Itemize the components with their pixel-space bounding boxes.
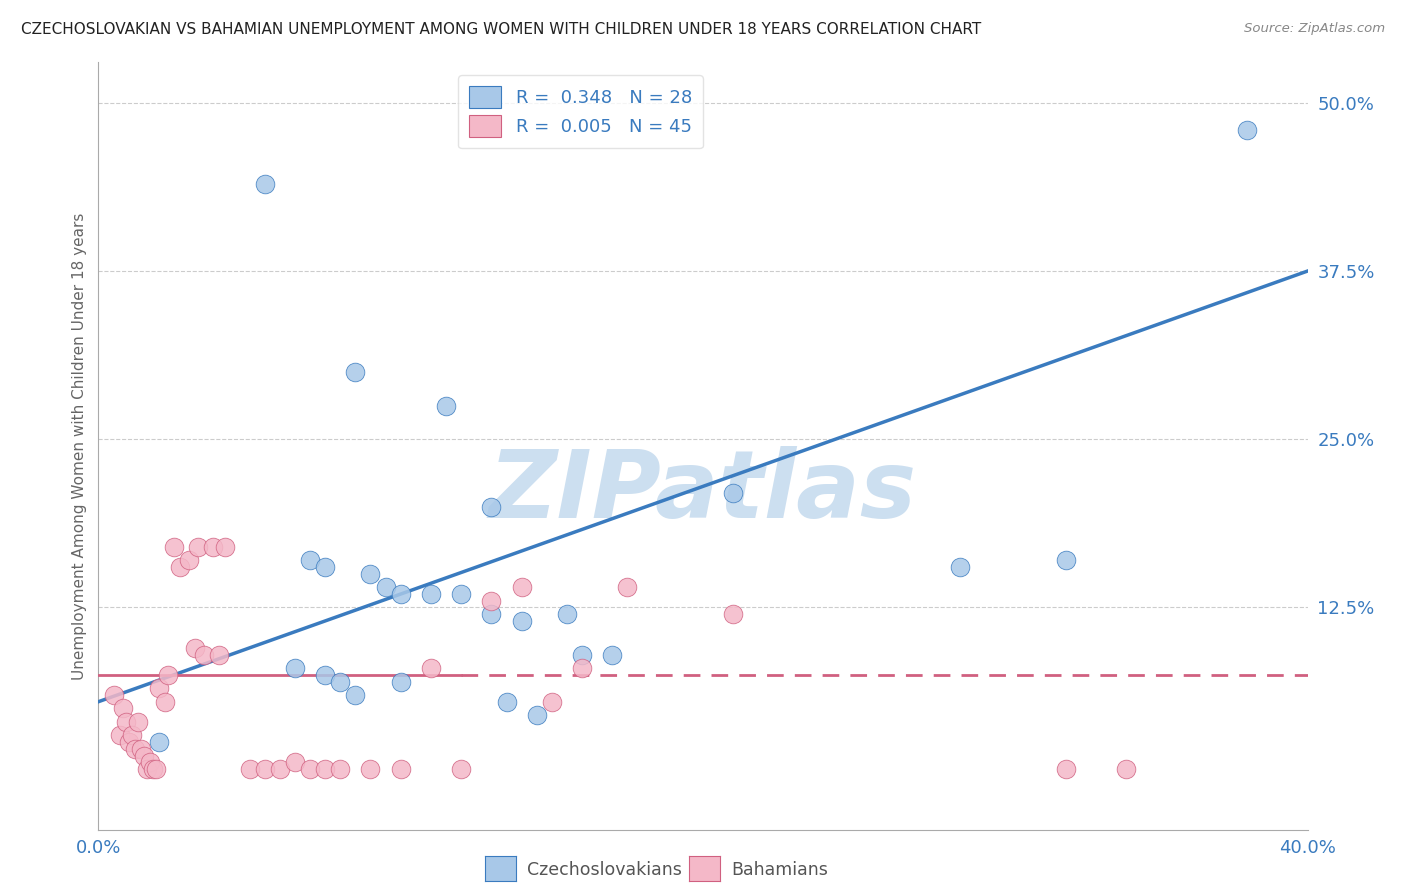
Point xyxy=(1054,762,1077,776)
Point xyxy=(153,695,176,709)
Point xyxy=(184,640,207,655)
Legend: R =  0.348   N = 28, R =  0.005   N = 45: R = 0.348 N = 28, R = 0.005 N = 45 xyxy=(458,75,703,148)
Point xyxy=(344,688,367,702)
Point xyxy=(314,560,336,574)
Point xyxy=(127,714,149,729)
Point xyxy=(389,587,412,601)
Point xyxy=(949,560,972,574)
Point xyxy=(148,681,170,696)
Point xyxy=(450,762,472,776)
Point xyxy=(118,735,141,749)
Point xyxy=(329,674,352,689)
Point xyxy=(139,756,162,770)
Point xyxy=(208,648,231,662)
Point xyxy=(329,762,352,776)
Point xyxy=(420,661,443,675)
Point xyxy=(132,748,155,763)
Point xyxy=(129,741,152,756)
Y-axis label: Unemployment Among Women with Children Under 18 years: Unemployment Among Women with Children U… xyxy=(72,212,87,680)
Point xyxy=(1236,122,1258,136)
Point xyxy=(269,762,291,776)
Point xyxy=(103,688,125,702)
Point xyxy=(481,607,503,622)
Point xyxy=(481,500,503,514)
Point xyxy=(571,648,593,662)
Text: CZECHOSLOVAKIAN VS BAHAMIAN UNEMPLOYMENT AMONG WOMEN WITH CHILDREN UNDER 18 YEAR: CZECHOSLOVAKIAN VS BAHAMIAN UNEMPLOYMENT… xyxy=(21,22,981,37)
Point xyxy=(284,661,307,675)
Point xyxy=(124,741,146,756)
Point xyxy=(450,587,472,601)
Point xyxy=(145,762,167,776)
Point xyxy=(169,560,191,574)
Point xyxy=(121,728,143,742)
Point xyxy=(187,540,209,554)
Point xyxy=(389,674,412,689)
Point xyxy=(135,762,157,776)
Point xyxy=(510,580,533,594)
Point xyxy=(420,587,443,601)
Point xyxy=(214,540,236,554)
Text: Source: ZipAtlas.com: Source: ZipAtlas.com xyxy=(1244,22,1385,36)
Point xyxy=(360,762,382,776)
Point xyxy=(314,667,336,681)
Point xyxy=(253,177,276,191)
Point xyxy=(179,553,201,567)
Point xyxy=(495,695,517,709)
Point xyxy=(616,580,638,594)
Point xyxy=(142,762,165,776)
Text: ZIPatlas: ZIPatlas xyxy=(489,446,917,538)
Point xyxy=(239,762,262,776)
Point xyxy=(111,701,134,715)
Point xyxy=(526,708,548,723)
Point xyxy=(555,607,578,622)
Point xyxy=(602,648,624,662)
Point xyxy=(108,728,131,742)
Point xyxy=(481,594,503,608)
Text: Czechoslovakians: Czechoslovakians xyxy=(527,861,682,879)
Point xyxy=(571,661,593,675)
Point xyxy=(299,762,322,776)
Point xyxy=(299,553,322,567)
Point xyxy=(163,540,186,554)
Point xyxy=(374,580,396,594)
Point xyxy=(156,667,179,681)
Point xyxy=(344,365,367,379)
Point xyxy=(253,762,276,776)
Point xyxy=(114,714,136,729)
Text: Bahamians: Bahamians xyxy=(731,861,828,879)
Point xyxy=(202,540,225,554)
Point xyxy=(284,756,307,770)
Point xyxy=(1115,762,1137,776)
Point xyxy=(540,695,562,709)
Point xyxy=(314,762,336,776)
Point xyxy=(389,762,412,776)
Point xyxy=(434,399,457,413)
Point xyxy=(193,648,215,662)
Point xyxy=(723,486,745,500)
Point xyxy=(510,614,533,628)
Point xyxy=(1054,553,1077,567)
Point xyxy=(360,566,382,581)
Point xyxy=(723,607,745,622)
Point xyxy=(148,735,170,749)
